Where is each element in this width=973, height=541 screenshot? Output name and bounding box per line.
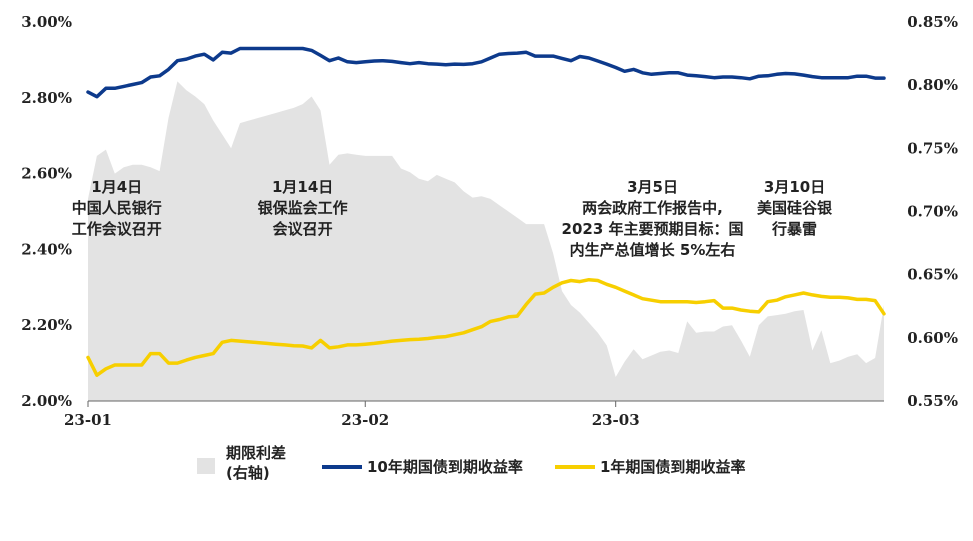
y-right-tick-label: 0.70% <box>907 203 958 221</box>
y-right-tick-label: 0.65% <box>907 266 958 284</box>
y-left-tick-label: 3.00% <box>21 13 72 31</box>
x-tick-label: 23-02 <box>341 411 389 429</box>
series-line-10y <box>86 46 886 99</box>
x-tick-label: 23-01 <box>64 411 112 429</box>
y-left-tick-label: 2.60% <box>21 165 72 183</box>
event-annotation: 3月5日两会政府工作报告中, 2023 年主要预期目标：国内生产总值增长 5%左右 <box>562 178 744 259</box>
y-right-tick-label: 0.85% <box>907 13 958 31</box>
y-right-tick-label: 0.60% <box>907 329 958 347</box>
y-right-tick-label: 0.75% <box>907 139 958 157</box>
y-left-tick-label: 2.40% <box>21 240 72 258</box>
y-left-tick-label: 2.80% <box>21 89 72 107</box>
event-annotation: 3月10日美国硅谷银行暴雷 <box>757 178 833 238</box>
legend-label-10y: 10年期国债到期收益率 <box>367 458 523 476</box>
event-annotation: 1月4日中国人民银行工作会议召开 <box>72 178 162 238</box>
legend-swatch-area <box>197 458 215 474</box>
y-right-tick-label: 0.55% <box>907 392 958 410</box>
y-left-tick-label: 2.00% <box>21 392 72 410</box>
legend-label-1y: 1年期国债到期收益率 <box>600 458 745 476</box>
event-annotation: 1月14日银保监会工作会议召开 <box>258 178 348 238</box>
series-line-1y <box>86 277 886 377</box>
legend-label-term-spread: 期限利差(右轴) <box>226 444 286 482</box>
y-left-tick-label: 2.20% <box>21 316 72 334</box>
series-area-term-spread <box>88 81 884 402</box>
y-right-tick-label: 0.80% <box>907 76 958 94</box>
x-tick-label: 23-03 <box>592 411 640 429</box>
